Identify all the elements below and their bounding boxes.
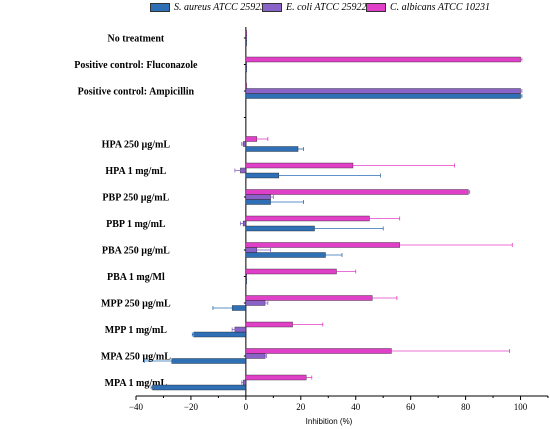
x-tick-label-3: 20 [296,402,306,412]
legend-label-e-coli: E. coli ATCC 25922 [286,2,367,13]
legend-label-c-albicans: C. albicans ATCC 10231 [390,2,491,13]
bar-s-aureus-atcc-25923-no-treatment [245,40,247,46]
legend-item-c-albicans: C. albicans ATCC 10231 [366,2,490,13]
category-label-mpa-1-mg-ml: MPA 1 mg/mL [105,378,168,389]
bar-s-aureus-atcc-25923-hpa-1-mg-ml [245,172,280,179]
bar-e-coli-atcc-25922-mpa-1-mg-ml [242,379,247,386]
bar-e-coli-atcc-25922-hpa-250-g-ml [242,141,247,147]
bar-s-aureus-atcc-25923-hpa-250-g-ml [245,146,299,152]
bar-e-coli-atcc-25922-positive-control-fluconazole [245,61,247,68]
bar-c-albicans-atcc-10231-pbp-1-mg-ml [245,215,370,222]
category-label-positive-control-ampicillin: Positive control: Ampicillin [78,87,195,98]
x-tick-label-5: 60 [406,402,416,412]
bar-e-coli-atcc-25922-mpp-250-g-ml [245,300,266,306]
legend-item-e-coli: E. coli ATCC 25922 [262,2,367,13]
bar-e-coli-atcc-25922-pba-250-g-ml [245,247,258,253]
bar-c-albicans-atcc-10231-no-treatment [245,30,247,36]
bar-s-aureus-atcc-25923-pba-250-g-ml [245,252,326,258]
x-tick-label-4: 40 [351,402,361,412]
category-label-pba-1-mg-ml: PBA 1 mg/Ml [107,272,165,283]
bar-s-aureus-atcc-25923-pba-1-mg-ml [245,278,247,285]
bar-c-albicans-atcc-10231-hpa-1-mg-ml [245,162,354,169]
category-label-pbp-250-g-ml: PBP 250 µg/mL [102,193,169,204]
category-label-mpp-250-g-ml: MPP 250 µg/mL [101,299,171,310]
category-label-positive-control-fluconazole: Positive control: Fluconazole [74,60,198,71]
x-tick-label-0: −40 [129,402,144,412]
bar-c-albicans-atcc-10231-positive-control-ampicillin [245,83,247,89]
bar-s-aureus-atcc-25923-positive-control-ampicillin [245,93,521,99]
bar-c-albicans-atcc-10231-pba-250-g-ml [245,242,400,248]
bar-e-coli-atcc-25922-mpp-1-mg-ml [234,326,247,333]
category-label-mpa-250-g-ml: MPA 250 µg/mL [101,352,171,363]
x-tick-label-7: 100 [514,402,528,412]
bar-c-albicans-atcc-10231-mpp-1-mg-ml [245,321,293,328]
bar-e-coli-atcc-25922-no-treatment [245,35,247,41]
category-label-pbp-1-mg-ml: PBP 1 mg/mL [106,219,166,230]
bar-s-aureus-atcc-25923-positive-control-fluconazole [245,66,247,73]
bar-s-aureus-atcc-25923-mpa-1-mg-ml [152,384,247,391]
category-label-no-treatment: No treatment [107,34,164,45]
legend-label-s-aureus: S. aureus ATCC 25923 [174,2,266,13]
x-tick-label-6: 80 [461,402,471,412]
bar-e-coli-atcc-25922-positive-control-ampicillin [245,88,521,94]
bar-s-aureus-atcc-25923-pbp-250-g-ml [245,199,271,205]
chart-legend: S. aureus ATCC 25923 E. coli ATCC 25922 … [0,2,550,16]
bar-s-aureus-atcc-25923-pbp-1-mg-ml [245,225,315,232]
category-label-mpp-1-mg-ml: MPP 1 mg/mL [105,325,168,336]
legend-swatch-c-albicans [366,3,386,13]
bar-c-albicans-atcc-10231-hpa-250-g-ml [245,136,258,142]
bar-c-albicans-atcc-10231-mpa-250-g-ml [245,348,392,354]
bar-c-albicans-atcc-10231-mpp-250-g-ml [245,295,373,301]
bar-e-coli-atcc-25922-pba-1-mg-ml [245,273,247,280]
bar-s-aureus-atcc-25923-mpa-250-g-ml [171,358,247,364]
bar-s-aureus-atcc-25923-mpp-1-mg-ml [193,331,247,338]
category-label-pba-250-g-ml: PBA 250 µg/mL [102,246,170,257]
legend-item-s-aureus: S. aureus ATCC 25923 [150,2,265,13]
bar-c-albicans-atcc-10231-positive-control-fluconazole [245,56,521,63]
bar-e-coli-atcc-25922-pbp-250-g-ml [245,194,271,200]
bar-s-aureus-atcc-25923-mpp-250-g-ml [231,305,247,311]
bar-e-coli-atcc-25922-pbp-1-mg-ml [242,220,247,227]
category-label-hpa-250-g-ml: HPA 250 µg/mL [102,140,171,151]
legend-swatch-e-coli [262,3,282,13]
bar-c-albicans-atcc-10231-pbp-250-g-ml [245,189,469,195]
bar-c-albicans-atcc-10231-mpa-1-mg-ml [245,374,307,381]
x-axis-label: Inhibition (%) [306,417,353,426]
category-label-hpa-1-mg-ml: HPA 1 mg/mL [105,166,166,177]
bar-e-coli-atcc-25922-hpa-1-mg-ml [240,167,247,174]
legend-swatch-s-aureus [150,3,170,13]
x-tick-label-1: −20 [184,402,199,412]
x-tick-label-2: 0 [244,402,249,412]
bar-e-coli-atcc-25922-mpa-250-g-ml [245,353,266,359]
bar-c-albicans-atcc-10231-pba-1-mg-ml [245,268,337,275]
